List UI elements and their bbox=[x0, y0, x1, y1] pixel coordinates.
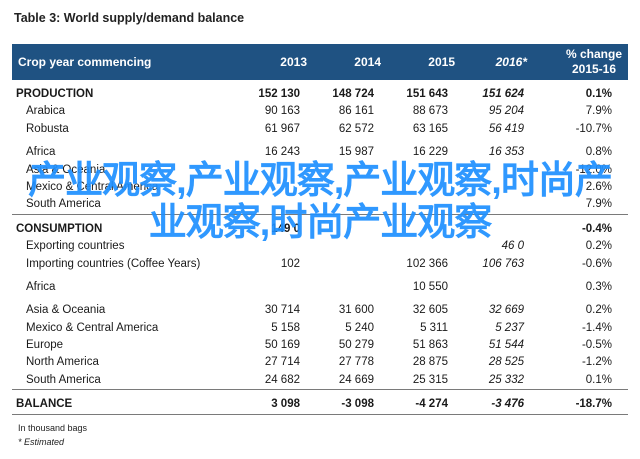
row-label: Asia & Oceania bbox=[26, 304, 106, 317]
row-cell: 27 778 bbox=[338, 356, 374, 369]
table-row: South America 7.9% bbox=[12, 196, 628, 213]
row-cell: 27 714 bbox=[264, 356, 300, 369]
row-cell: 7.9% bbox=[585, 198, 612, 211]
row-cell: 86 161 bbox=[338, 105, 374, 118]
row-cell: 51 544 bbox=[488, 339, 524, 352]
row-cell: 106 763 bbox=[482, 257, 524, 270]
footnote-units: In thousand bags bbox=[18, 423, 88, 433]
row-cell: 10 550 bbox=[412, 280, 448, 293]
header-label: Crop year commencing bbox=[18, 55, 152, 69]
row-cell: 102 366 bbox=[406, 257, 448, 270]
table-row: Africa 10 550 0.3% bbox=[12, 279, 628, 296]
row-label: Robusta bbox=[26, 122, 69, 135]
row-cell: 25 332 bbox=[488, 373, 524, 386]
header-year-2015: 2015 bbox=[428, 55, 455, 69]
header-year-2014: 2014 bbox=[354, 55, 381, 69]
table-row: Africa 16 243 15 987 16 229 16 353 0.8% bbox=[12, 144, 628, 161]
row-cell: -0.6% bbox=[581, 257, 612, 270]
row-cell: 5 240 bbox=[345, 321, 374, 334]
row-cell: 102 bbox=[280, 257, 300, 270]
row-cell: 63 165 bbox=[412, 122, 448, 135]
row-cell: 31 600 bbox=[338, 304, 374, 317]
supply-demand-table: Crop year commencing 2013 2014 2015 2016… bbox=[12, 44, 628, 415]
row-cell: 7.9% bbox=[585, 105, 612, 118]
watermark-text: 产业观察,产业观察,产业观察,时尚产业观察,时尚产业观察 bbox=[28, 160, 613, 244]
table-row: South America 24 682 24 669 25 315 25 332 0.1… bbox=[12, 372, 628, 389]
table-title: Table 3: World supply/demand balance bbox=[14, 11, 245, 25]
row-label: Europe bbox=[26, 339, 64, 352]
row-label: Exporting countries bbox=[26, 240, 125, 253]
table-row: Robusta 61 967 62 572 63 165 56 419 -10.7% bbox=[12, 121, 628, 138]
row-label: Arabica bbox=[26, 105, 65, 118]
balance-row: BALANCE 3 098 -3 098 -4 274 -3 476 -18.7… bbox=[16, 398, 612, 411]
row-label: Importing countries (Coffee Years) bbox=[26, 257, 201, 270]
table-row: Importing countries (Coffee Years) 102 102… bbox=[12, 256, 628, 273]
row-label: Asia & Oceania bbox=[26, 163, 106, 176]
table-row: North America 27 714 27 778 28 875 28 525 -1.… bbox=[12, 354, 628, 371]
table-row: Arabica 90 163 86 161 88 673 95 204 7.9% bbox=[12, 103, 628, 120]
row-cell: 25 315 bbox=[412, 373, 448, 386]
row-label: North America bbox=[26, 356, 99, 369]
row-cell: -0.5% bbox=[581, 339, 612, 352]
row-cell: 24 669 bbox=[338, 373, 374, 386]
row-label: Mexico & Central America bbox=[26, 180, 159, 193]
row-cell: 50 169 bbox=[264, 339, 300, 352]
table-row: Asia & Oceania 30 714 31 600 32 605 32 669 0.… bbox=[12, 302, 628, 319]
row-label: South America bbox=[26, 198, 101, 211]
row-cell: 90 163 bbox=[264, 105, 300, 118]
row-cell: -12.0% bbox=[575, 163, 612, 176]
row-cell: 16 243 bbox=[264, 146, 300, 159]
table-row: Asia & Oceania -12.0% bbox=[12, 162, 628, 179]
row-cell: 95 204 bbox=[488, 105, 524, 118]
row-cell: 2.6% bbox=[585, 180, 612, 193]
row-cell: 28 875 bbox=[412, 356, 448, 369]
header-year-2013: 2013 bbox=[280, 55, 307, 69]
row-cell: 5 158 bbox=[271, 321, 300, 334]
row-cell: 56 419 bbox=[488, 122, 524, 135]
row-cell: 46 0 bbox=[501, 240, 524, 253]
row-cell: 24 682 bbox=[264, 373, 300, 386]
row-cell: 5 237 bbox=[495, 321, 524, 334]
row-cell: 15 987 bbox=[338, 146, 374, 159]
row-cell: 16 229 bbox=[412, 146, 448, 159]
row-cell: 62 572 bbox=[338, 122, 374, 135]
row-cell: 30 714 bbox=[264, 304, 300, 317]
table-row: Mexico & Central America 5 158 5 240 5 311 5… bbox=[12, 320, 628, 337]
row-cell: 5 311 bbox=[420, 321, 448, 334]
row-cell: 0.2% bbox=[585, 304, 612, 317]
table-row: Mexico & Central America 2.6% bbox=[12, 179, 628, 196]
consumption-row: CONSUMPTION 149 0 -0.4% bbox=[16, 222, 612, 235]
row-cell: 0.8% bbox=[585, 146, 612, 159]
row-cell: 0.2% bbox=[585, 240, 612, 253]
row-cell: 51 863 bbox=[412, 339, 448, 352]
row-label: South America bbox=[26, 373, 101, 386]
footnote-estimated: * Estimated bbox=[18, 437, 65, 447]
header-year-2016: 2016* bbox=[495, 55, 527, 69]
row-cell: 0.3% bbox=[585, 280, 612, 293]
row-cell: -1.2% bbox=[581, 356, 612, 369]
row-label: Africa bbox=[26, 280, 56, 293]
row-cell: 16 353 bbox=[488, 146, 524, 159]
row-cell: -10.7% bbox=[575, 122, 612, 135]
row-cell: 0.1% bbox=[585, 373, 612, 386]
row-cell: 32 605 bbox=[412, 304, 448, 317]
row-cell: 28 525 bbox=[488, 356, 524, 369]
row-cell: 61 967 bbox=[264, 122, 300, 135]
row-cell: 50 279 bbox=[338, 339, 374, 352]
row-label: Mexico & Central America bbox=[26, 321, 159, 334]
table-row: Exporting countries 46 0 0.2% bbox=[12, 238, 628, 255]
table-row: Europe 50 169 50 279 51 863 51 544 -0.5% bbox=[12, 337, 628, 354]
row-cell: 32 669 bbox=[488, 304, 524, 317]
header-change: % change 2015-16 bbox=[565, 47, 622, 76]
production-row: PRODUCTION 152 130 148 724 151 643 151 6… bbox=[16, 88, 612, 100]
row-cell: -1.4% bbox=[581, 321, 612, 334]
row-cell: 88 673 bbox=[412, 105, 448, 118]
row-label: Africa bbox=[26, 146, 56, 159]
table-header: Crop year commencing 2013 2014 2015 2016… bbox=[12, 44, 628, 80]
